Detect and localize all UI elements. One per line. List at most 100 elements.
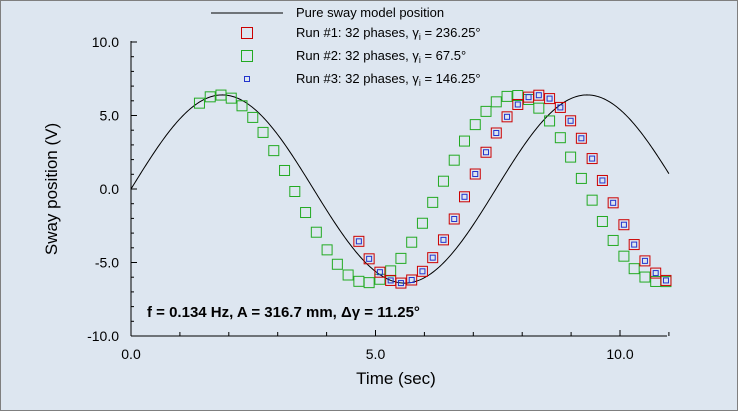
data-point-run-2 (459, 135, 470, 147)
data-point-run-2 (342, 269, 354, 281)
y-tick-label: 5.0 (100, 108, 120, 124)
data-point-run-3 (504, 113, 511, 120)
data-point-run-2 (437, 175, 449, 187)
data-point-run-2 (193, 97, 205, 109)
data-point-run-1 (469, 168, 481, 180)
data-point-run-2 (247, 111, 259, 123)
data-point-run-1 (660, 274, 672, 286)
data-point-run-2 (639, 271, 651, 283)
data-point-run-2 (586, 194, 598, 206)
data-point-run-1 (416, 265, 428, 277)
data-point-run-2 (565, 151, 577, 163)
data-point-run-2 (363, 277, 375, 289)
y-axis-title: Sway position (V) (42, 123, 61, 255)
data-point-run-2 (225, 92, 237, 104)
data-point-run-1 (406, 274, 418, 286)
legend-label-model: Pure sway model position (296, 5, 444, 20)
data-point-run-1 (639, 255, 651, 267)
data-point-run-2 (310, 226, 322, 238)
data-point-run-1 (607, 197, 619, 209)
data-point-run-2 (236, 100, 248, 112)
data-point-run-1 (586, 153, 598, 165)
data-point-run-2 (321, 244, 333, 256)
data-point-run-2 (406, 236, 418, 248)
data-point-run-3 (631, 241, 638, 248)
data-point-run-2 (395, 252, 407, 264)
legend-label-run-2: Run #2: 32 phases, γi = 67.5° (296, 48, 466, 65)
data-point-run-3 (419, 268, 426, 275)
data-point-run-3 (589, 155, 596, 162)
data-point-run-1 (437, 234, 449, 246)
data-point-run-1 (363, 253, 375, 265)
model-line (130, 94, 670, 284)
data-point-run-3 (567, 117, 574, 124)
data-point-run-1 (427, 252, 439, 264)
data-point-run-3 (472, 171, 479, 178)
data-point-run-1 (459, 191, 470, 203)
data-point-run-3 (483, 149, 490, 156)
y-tick-label: 10.0 (92, 34, 119, 50)
ticks (130, 41, 670, 337)
x-tick-label: 0.0 (121, 346, 141, 362)
data-point-run-3 (429, 254, 436, 261)
data-point-run-1 (448, 213, 460, 225)
data-point-run-3 (440, 236, 447, 243)
data-point-run-3 (366, 255, 373, 262)
data-point-run-2 (374, 273, 386, 285)
data-point-run-2 (554, 132, 566, 144)
data-point-run-2 (607, 234, 619, 246)
y-tick-label: -10.0 (87, 328, 119, 344)
data-point-run-3 (641, 257, 648, 264)
legend: Pure sway model position Run #1: 32 phas… (211, 5, 481, 88)
data-point-run-3 (408, 276, 415, 283)
data-point-run-3 (514, 101, 521, 108)
data-point-run-2 (480, 105, 492, 117)
data-point-run-1 (490, 127, 502, 139)
data-point-run-1 (512, 98, 524, 110)
data-point-run-2 (257, 126, 269, 138)
data-point-run-1 (523, 91, 535, 103)
data-point-run-3 (387, 277, 394, 284)
data-point-run-1 (628, 239, 640, 251)
data-point-run-1 (353, 235, 365, 247)
data-point-run-2 (300, 207, 312, 219)
data-point-run-2 (204, 91, 216, 103)
x-axis-title: Time (sec) (356, 369, 436, 388)
data-point-run-2 (448, 154, 460, 166)
data-point-run-3 (525, 94, 532, 101)
data-point-run-3 (493, 129, 500, 136)
data-point-run-3 (546, 95, 553, 102)
data-point-run-2 (501, 90, 513, 102)
x-tick-label: 10.0 (606, 346, 633, 362)
data-point-run-1 (501, 111, 513, 123)
data-point-run-2 (618, 250, 630, 262)
data-point-run-3 (461, 193, 468, 200)
data-point-run-1 (650, 267, 662, 279)
data-point-run-3 (662, 277, 669, 284)
data-point-run-2 (469, 119, 481, 131)
data-point-run-3 (620, 221, 627, 228)
data-point-run-2 (353, 275, 365, 287)
data-point-run-3 (355, 238, 362, 245)
data-point-run-3 (652, 270, 659, 277)
data-point-run-1 (544, 93, 556, 105)
data-point-run-1 (575, 132, 587, 144)
data-point-run-2 (331, 258, 343, 270)
data-point-run-3 (451, 215, 458, 222)
data-point-run-1 (374, 266, 386, 278)
data-point-run-3 (610, 199, 617, 206)
tick-labels: 10.05.00.0-5.0-10.00.0 5.0 10.0 (87, 34, 634, 362)
legend-label-run-1: Run #1: 32 phases, γi = 236.25° (296, 25, 481, 42)
data-point-run-1 (565, 115, 577, 127)
data-point-run-3 (557, 104, 564, 111)
y-tick-label: -5.0 (95, 255, 119, 271)
data-point-run-3 (578, 135, 585, 142)
legend-series: Run #1: 32 phases, γi = 236.25° Run #2: 3… (241, 25, 481, 88)
data-point-run-1 (533, 89, 545, 101)
data-point-run-2 (490, 96, 502, 108)
data-point-run-2 (596, 215, 608, 227)
parameter-annotation: f = 0.134 Hz, A = 316.7 mm, Δγ = 11.25° (147, 304, 420, 321)
data-point-run-2 (628, 263, 640, 275)
data-point-run-2 (544, 115, 556, 127)
